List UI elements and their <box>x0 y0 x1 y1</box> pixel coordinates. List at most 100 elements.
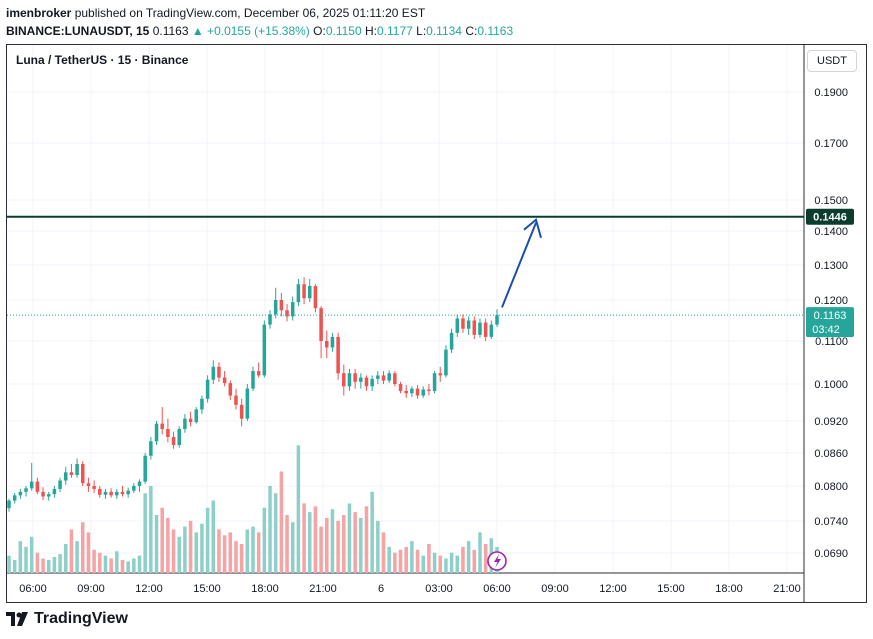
candle-body <box>58 480 62 489</box>
candle-body <box>81 464 85 484</box>
volume-bar <box>160 507 164 573</box>
volume-bar <box>75 541 79 573</box>
volume-bar <box>234 541 238 573</box>
volume-bar <box>427 544 431 573</box>
volume-bar <box>478 532 482 573</box>
candle-body <box>120 491 125 495</box>
candle-body <box>302 284 306 299</box>
candle-body <box>376 375 380 379</box>
candle-body <box>279 300 284 311</box>
candle-body <box>69 472 74 475</box>
volume-bar <box>483 544 488 573</box>
candle-body <box>29 481 34 489</box>
volume-bar <box>410 541 414 573</box>
volume-bar <box>166 517 170 573</box>
candle-body <box>296 284 301 303</box>
candle-body <box>115 491 119 496</box>
candle-body <box>256 371 261 376</box>
author-name[interactable]: imenbroker <box>6 6 72 20</box>
volume-bar <box>393 552 397 573</box>
last-price: 0.1163 <box>152 24 189 38</box>
candle-body <box>251 371 255 389</box>
volume-bar <box>98 552 102 573</box>
candle-body <box>126 490 130 495</box>
currency-unit-button[interactable]: USDT <box>807 50 857 72</box>
volume-bars <box>7 445 499 573</box>
time-tick-label: 21:00 <box>773 583 801 595</box>
candle-body <box>427 389 431 391</box>
price-tick-label: 0.1900 <box>814 87 848 99</box>
tradingview-brand[interactable]: TradingView <box>6 610 128 628</box>
candle-body <box>18 491 23 496</box>
volume-bar <box>228 532 233 573</box>
candle-body <box>245 388 250 419</box>
resistance-price-badge <box>806 208 854 225</box>
candle-body <box>478 322 482 335</box>
volume-bar <box>268 486 272 573</box>
volume-bar <box>432 552 437 573</box>
current-price-label: 0.1163 <box>814 310 847 322</box>
price-change: ▲ +0.0155 (+15.38%) <box>191 24 310 38</box>
open-label: O: <box>313 24 326 38</box>
candle-body <box>359 377 363 382</box>
candle-body <box>353 373 357 382</box>
candle-body <box>268 314 272 325</box>
ohlc-line: BINANCE:LUNAUSDT, 15 0.1163 ▲ +0.0155 (+… <box>6 22 513 40</box>
volume-bar <box>171 529 176 573</box>
volume-bar <box>438 555 443 573</box>
volume-bar <box>472 549 477 573</box>
candle-body <box>444 349 448 376</box>
volume-bar <box>183 526 187 573</box>
volume-bar <box>415 549 420 573</box>
volume-bar <box>7 555 11 573</box>
candle-body <box>342 373 346 387</box>
price-tick-label: 0.1000 <box>814 379 848 391</box>
volume-bar <box>398 549 403 573</box>
high-value: 0.1177 <box>376 24 413 38</box>
price-tick-label: 0.0860 <box>814 448 848 460</box>
price-tick-label: 0.1300 <box>814 260 848 272</box>
low-value: 0.1134 <box>426 24 462 38</box>
grid-lines <box>7 45 805 602</box>
candle-body <box>183 418 187 429</box>
volume-bar <box>239 544 244 573</box>
price-tick-label: 0.1100 <box>815 336 848 348</box>
volume-bar <box>194 532 199 573</box>
candle-body <box>24 488 28 492</box>
volume-bar <box>188 520 193 573</box>
volume-bar <box>41 558 45 573</box>
candle-body <box>239 404 244 419</box>
arrow-shaft <box>501 222 537 308</box>
volume-bar <box>205 507 210 573</box>
candle-body <box>262 324 267 376</box>
candle-body <box>313 286 318 309</box>
candle-body <box>46 494 51 497</box>
candle-body <box>438 373 443 376</box>
candle-body <box>325 341 329 348</box>
candle-body <box>410 388 414 394</box>
candle-body <box>421 389 425 396</box>
candle-body <box>98 488 102 495</box>
volume-bar <box>421 555 425 573</box>
price-tick-label: 0.1400 <box>814 226 848 238</box>
candle-body <box>92 486 96 489</box>
volume-bar <box>279 471 284 573</box>
volume-bar <box>466 541 471 573</box>
volume-bar <box>63 544 68 573</box>
candle-body <box>149 441 153 456</box>
brand-name: TradingView <box>34 610 128 627</box>
candle-body <box>319 308 323 341</box>
tradingview-logo-icon <box>6 612 30 626</box>
candle-body <box>109 491 113 496</box>
candle-body <box>171 437 176 445</box>
volume-bar <box>69 529 74 573</box>
volume-bar <box>302 503 306 573</box>
candle-body <box>455 318 460 333</box>
candle-body <box>86 483 91 486</box>
candle-body <box>466 320 471 329</box>
volume-bar <box>52 557 57 573</box>
candle-body <box>194 409 199 423</box>
price-badges: 0.1446 0.1163 03:42 <box>806 208 854 338</box>
candle-body <box>285 310 289 317</box>
